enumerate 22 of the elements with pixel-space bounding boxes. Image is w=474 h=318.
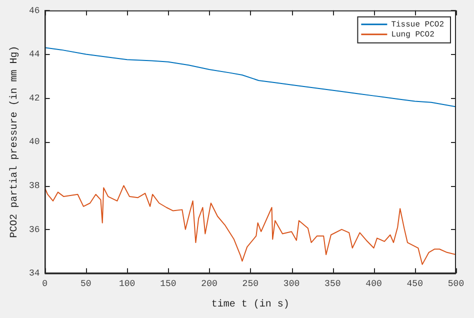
x-tick-label: 250 <box>242 278 258 289</box>
x-tick-label: 100 <box>118 278 136 289</box>
x-tick-label: 350 <box>324 278 341 289</box>
y-tick-label: 34 <box>28 268 40 279</box>
y-axis-title: PCO2 partial pressure (in mm Hg) <box>8 46 21 238</box>
x-tick-label: 50 <box>80 278 92 289</box>
legend-label: Lung PCO2 <box>391 30 435 40</box>
x-tick-label: 150 <box>160 278 176 289</box>
y-tick-label: 44 <box>28 50 40 60</box>
x-tick-label: 200 <box>201 278 218 289</box>
x-tick-label: 300 <box>283 278 300 289</box>
x-tick-label: 450 <box>406 278 423 289</box>
x-tick-label: 500 <box>448 278 464 289</box>
x-tick-label: 0 <box>42 278 48 289</box>
y-tick-label: 38 <box>28 180 40 191</box>
x-axis-title: time t (in s) <box>211 298 290 311</box>
y-tick-label: 40 <box>28 137 40 148</box>
x-tick-label: 400 <box>366 278 382 289</box>
y-tick-label: 46 <box>28 6 40 16</box>
legend-label: Tissue PCO2 <box>391 20 444 30</box>
y-tick-label: 36 <box>28 224 40 235</box>
y-tick-label: 42 <box>28 93 40 104</box>
